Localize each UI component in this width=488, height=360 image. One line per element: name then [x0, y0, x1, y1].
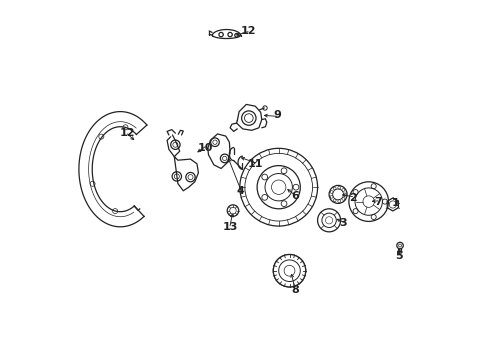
- Text: 4: 4: [237, 186, 244, 196]
- Text: 7: 7: [373, 197, 381, 207]
- Text: 9: 9: [272, 110, 280, 120]
- Text: 11: 11: [247, 159, 263, 169]
- Text: 12: 12: [120, 128, 135, 138]
- Text: 12: 12: [240, 26, 255, 36]
- Text: 13: 13: [222, 222, 237, 232]
- Text: 8: 8: [290, 285, 298, 295]
- Text: 2: 2: [348, 193, 356, 203]
- Text: 1: 1: [391, 198, 399, 208]
- Text: 3: 3: [339, 218, 346, 228]
- Text: 6: 6: [290, 191, 298, 201]
- Text: 5: 5: [395, 251, 402, 261]
- Text: 10: 10: [197, 143, 212, 153]
